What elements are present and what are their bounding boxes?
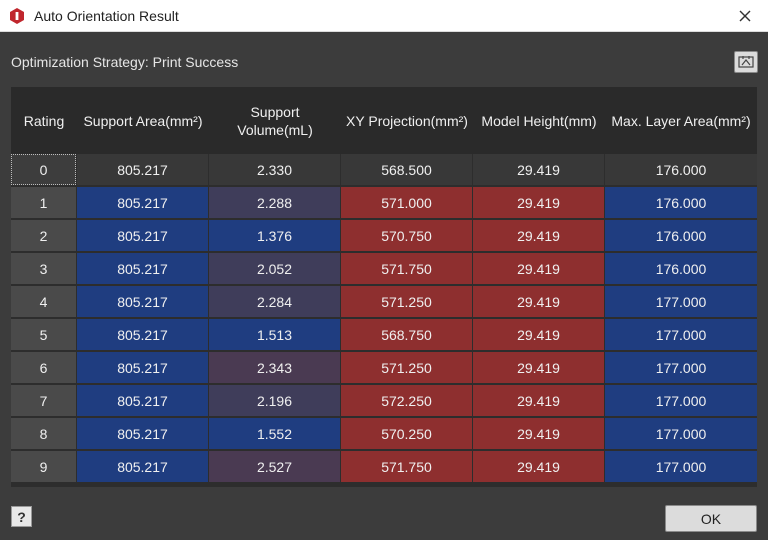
cell-rating: 0 [11, 154, 76, 185]
cell-rating: 3 [11, 253, 76, 284]
cell-support-volume: 1.376 [209, 220, 340, 251]
cell-support-volume: 2.330 [209, 154, 340, 185]
ok-button[interactable]: OK [665, 505, 757, 532]
cell-rating: 9 [11, 451, 76, 482]
cell-support-area: 805.217 [77, 154, 208, 185]
table-header: Rating Support Area(mm²) Support Volume(… [11, 87, 757, 154]
table-row[interactable]: 0 805.217 2.330 568.500 29.419 176.000 [11, 154, 757, 186]
header-rating: Rating [23, 112, 65, 129]
cell-support-volume: 2.052 [209, 253, 340, 284]
cell-xy-projection: 570.250 [341, 418, 472, 449]
app-logo-icon [10, 8, 24, 24]
cell-max-layer-area: 177.000 [605, 451, 757, 482]
header-support-volume: Support Volume(mL) [237, 103, 313, 138]
header-support-area: Support Area(mm²) [83, 112, 203, 129]
cell-xy-projection: 571.250 [341, 286, 472, 317]
header-model-height: Model Height(mm) [481, 112, 597, 129]
cell-model-height: 29.419 [473, 385, 604, 416]
cell-max-layer-area: 176.000 [605, 220, 757, 251]
title-bar: Auto Orientation Result [0, 0, 768, 32]
cell-xy-projection: 572.250 [341, 385, 472, 416]
header-max-layer-area: Max. Layer Area(mm²) [611, 112, 751, 129]
table-row[interactable]: 8 805.217 1.552 570.250 29.419 177.000 [11, 418, 757, 450]
cell-rating: 7 [11, 385, 76, 416]
cell-support-volume: 1.552 [209, 418, 340, 449]
table-row[interactable]: 1 805.217 2.288 571.000 29.419 176.000 [11, 187, 757, 219]
cell-max-layer-area: 176.000 [605, 253, 757, 284]
optimization-strategy-label: Optimization Strategy: Print Success [11, 54, 239, 70]
cell-xy-projection: 571.750 [341, 253, 472, 284]
cell-xy-projection: 571.250 [341, 352, 472, 383]
cell-xy-projection: 571.000 [341, 187, 472, 218]
cell-rating: 5 [11, 319, 76, 350]
table-row[interactable]: 4 805.217 2.284 571.250 29.419 177.000 [11, 286, 757, 318]
table-row[interactable]: 9 805.217 2.527 571.750 29.419 177.000 [11, 451, 757, 483]
cell-support-volume: 2.343 [209, 352, 340, 383]
cell-support-area: 805.217 [77, 220, 208, 251]
cell-max-layer-area: 176.000 [605, 154, 757, 185]
cell-support-volume: 2.196 [209, 385, 340, 416]
help-button[interactable]: ? [11, 506, 32, 527]
cell-support-area: 805.217 [77, 385, 208, 416]
header-xy-projection: XY Projection(mm²) [346, 112, 468, 129]
cell-support-area: 805.217 [77, 319, 208, 350]
cell-support-volume: 1.513 [209, 319, 340, 350]
cell-max-layer-area: 177.000 [605, 319, 757, 350]
cell-model-height: 29.419 [473, 154, 604, 185]
table-row[interactable]: 5 805.217 1.513 568.750 29.419 177.000 [11, 319, 757, 351]
cell-rating: 4 [11, 286, 76, 317]
cell-support-area: 805.217 [77, 187, 208, 218]
cell-rating: 8 [11, 418, 76, 449]
cell-support-volume: 2.527 [209, 451, 340, 482]
cell-xy-projection: 568.750 [341, 319, 472, 350]
cell-model-height: 29.419 [473, 319, 604, 350]
cell-max-layer-area: 176.000 [605, 187, 757, 218]
cell-max-layer-area: 177.000 [605, 352, 757, 383]
cell-support-area: 805.217 [77, 418, 208, 449]
table-row[interactable]: 3 805.217 2.052 571.750 29.419 176.000 [11, 253, 757, 285]
cell-max-layer-area: 177.000 [605, 286, 757, 317]
table-row[interactable]: 6 805.217 2.343 571.250 29.419 177.000 [11, 352, 757, 384]
table-row[interactable]: 2 805.217 1.376 570.750 29.419 176.000 [11, 220, 757, 252]
window-title: Auto Orientation Result [34, 8, 179, 24]
cell-model-height: 29.419 [473, 220, 604, 251]
results-table: Rating Support Area(mm²) Support Volume(… [11, 87, 757, 487]
cell-model-height: 29.419 [473, 418, 604, 449]
cell-xy-projection: 570.750 [341, 220, 472, 251]
cell-support-volume: 2.288 [209, 187, 340, 218]
close-icon [739, 10, 751, 22]
cell-xy-projection: 568.500 [341, 154, 472, 185]
cell-max-layer-area: 177.000 [605, 385, 757, 416]
cell-support-area: 805.217 [77, 451, 208, 482]
close-button[interactable] [722, 0, 768, 32]
cell-rating: 1 [11, 187, 76, 218]
table-row[interactable]: 7 805.217 2.196 572.250 29.419 177.000 [11, 385, 757, 417]
cell-model-height: 29.419 [473, 352, 604, 383]
cell-model-height: 29.419 [473, 253, 604, 284]
cell-max-layer-area: 177.000 [605, 418, 757, 449]
cell-model-height: 29.419 [473, 286, 604, 317]
cell-xy-projection: 571.750 [341, 451, 472, 482]
cell-support-area: 805.217 [77, 286, 208, 317]
export-button[interactable] [734, 51, 758, 73]
cell-support-area: 805.217 [77, 253, 208, 284]
cell-support-area: 805.217 [77, 352, 208, 383]
cell-model-height: 29.419 [473, 451, 604, 482]
cell-model-height: 29.419 [473, 187, 604, 218]
cell-rating: 6 [11, 352, 76, 383]
cell-support-volume: 2.284 [209, 286, 340, 317]
export-icon [738, 56, 754, 68]
cell-rating: 2 [11, 220, 76, 251]
